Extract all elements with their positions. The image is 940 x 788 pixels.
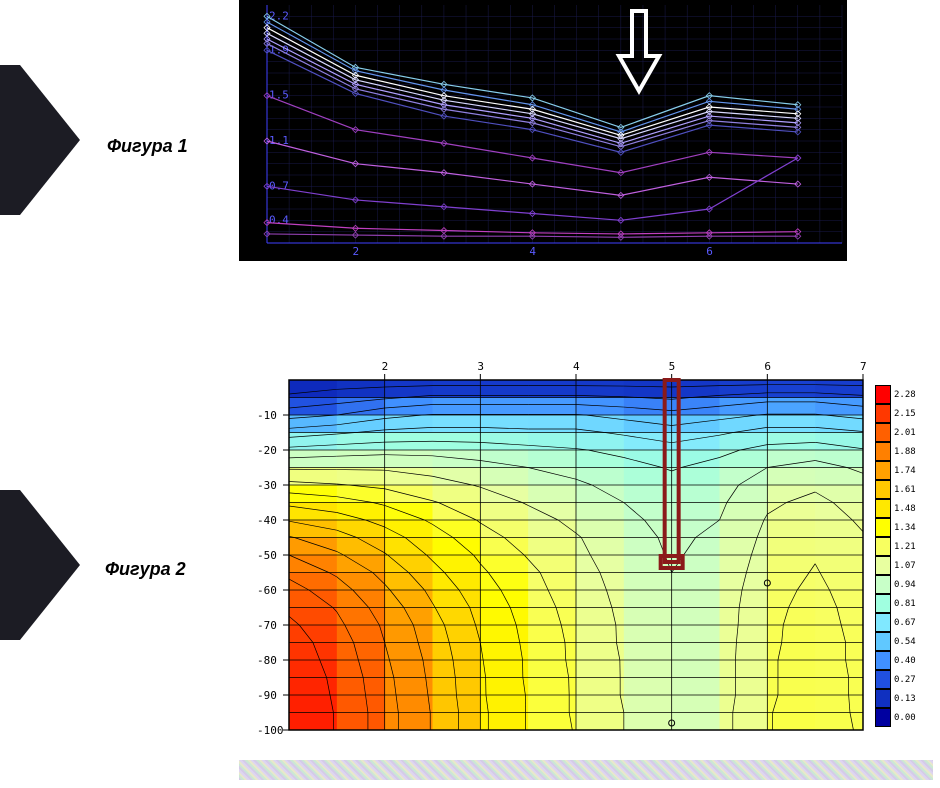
pentagon-marker-1 [0, 65, 100, 215]
figure2-label: Фигура 2 [105, 559, 186, 580]
figure1-chart: 0.40.71.11.51.92.2246 [239, 0, 847, 261]
svg-text:3: 3 [477, 360, 484, 373]
svg-text:-10: -10 [257, 409, 277, 422]
svg-text:-20: -20 [257, 444, 277, 457]
svg-text:2: 2 [352, 245, 359, 258]
svg-text:1.1: 1.1 [269, 134, 289, 147]
arrow-down-icon [614, 6, 664, 96]
pentagon-marker-2 [0, 490, 100, 640]
svg-text:4: 4 [573, 360, 580, 373]
svg-text:6: 6 [764, 360, 771, 373]
figure1-label: Фигура 1 [107, 136, 188, 157]
svg-text:-60: -60 [257, 584, 277, 597]
svg-text:-70: -70 [257, 619, 277, 632]
svg-text:2: 2 [382, 360, 389, 373]
svg-text:-30: -30 [257, 479, 277, 492]
svg-text:4: 4 [529, 245, 536, 258]
svg-text:6: 6 [706, 245, 713, 258]
decorative-strip [239, 760, 933, 780]
svg-text:-50: -50 [257, 549, 277, 562]
figure2-colorbar: 2.282.152.011.881.741.611.481.341.211.07… [875, 385, 933, 727]
svg-text:5: 5 [669, 360, 676, 373]
figure2-chart: 2 3 4 5 6 7 -10 -20 -30 -40 -50 -60 -70 -80 -90 -100 2.… [239, 355, 933, 740]
svg-text:-90: -90 [257, 689, 277, 702]
svg-text:7: 7 [860, 360, 867, 373]
svg-text:-40: -40 [257, 514, 277, 527]
svg-text:-80: -80 [257, 654, 277, 667]
svg-text:-100: -100 [257, 724, 284, 737]
svg-text:2.2: 2.2 [269, 9, 289, 22]
svg-text:0.7: 0.7 [269, 179, 289, 192]
